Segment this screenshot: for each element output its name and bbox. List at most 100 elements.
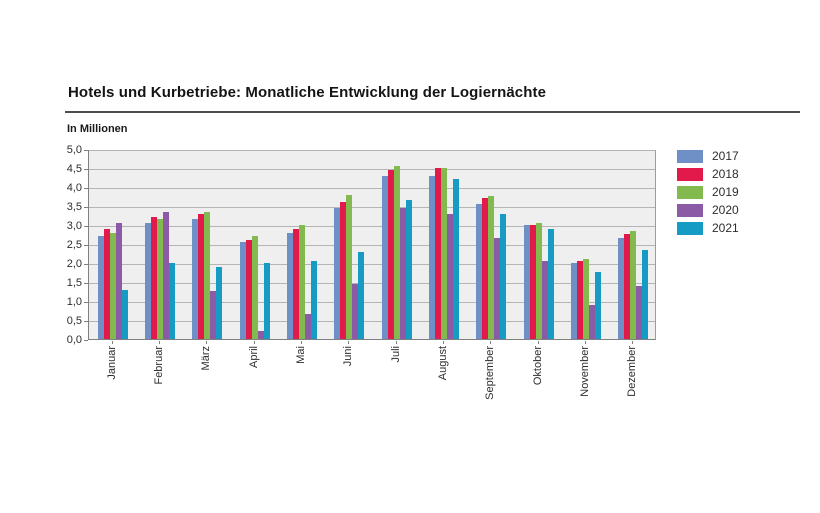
x-tick-mark — [395, 341, 397, 344]
bar-group-september — [468, 150, 515, 339]
bar — [582, 259, 589, 339]
x-axis-label-text: Februar — [152, 346, 165, 385]
bar — [245, 240, 252, 339]
bar — [494, 238, 501, 339]
title-rule — [65, 111, 800, 113]
gridline — [89, 188, 655, 189]
bar — [304, 314, 311, 339]
x-tick-mark — [206, 341, 208, 344]
y-tick-mark — [84, 245, 88, 246]
legend-swatch — [677, 221, 703, 235]
x-tick-mark — [348, 341, 350, 344]
x-axis-label-text: Juni — [342, 346, 355, 367]
x-axis-label-text: Dezember — [626, 346, 639, 397]
bar — [239, 242, 246, 339]
legend-item-2021: 2021 — [677, 219, 739, 237]
legend-item-2017: 2017 — [677, 147, 739, 165]
bar — [428, 176, 435, 339]
legend-label: 2017 — [712, 149, 739, 163]
y-axis-tick-label: 0,5 — [66, 315, 82, 327]
legend-item-2018: 2018 — [677, 165, 739, 183]
bar — [547, 229, 554, 339]
x-axis-label-text: August — [436, 346, 449, 381]
bar — [482, 198, 489, 339]
bar — [405, 200, 412, 339]
bar — [340, 202, 347, 339]
x-axis-label-text: März — [200, 346, 213, 371]
bar — [434, 168, 441, 339]
gridline — [89, 283, 655, 284]
bar — [381, 176, 388, 339]
bar — [103, 229, 110, 339]
gridline — [89, 264, 655, 265]
bar — [642, 250, 649, 339]
legend-label: 2021 — [712, 221, 739, 235]
x-axis-label-text: Mai — [294, 346, 307, 364]
legend-swatch — [677, 185, 703, 199]
y-tick-mark — [84, 321, 88, 322]
bar — [298, 225, 305, 339]
y-tick-mark — [84, 226, 88, 227]
bar — [162, 212, 169, 339]
y-tick-mark — [84, 207, 88, 208]
x-axis-label-text: Oktober — [531, 346, 544, 386]
bar-group-juni — [326, 150, 373, 339]
x-axis-label: April — [230, 346, 277, 431]
bar — [263, 263, 270, 339]
y-axis-tick-label: 1,5 — [66, 277, 82, 289]
bar — [334, 208, 341, 339]
bar — [588, 305, 595, 339]
legend-label: 2019 — [712, 185, 739, 199]
bar — [358, 252, 365, 339]
gridline — [89, 226, 655, 227]
y-axis-tick-label: 2,5 — [66, 239, 82, 251]
bar — [121, 290, 128, 339]
bar — [399, 208, 406, 339]
bar — [500, 214, 507, 339]
bar — [216, 267, 223, 339]
y-tick-mark — [84, 340, 88, 341]
x-tick-mark — [585, 341, 586, 344]
bar — [251, 236, 258, 339]
x-axis-label: September — [467, 346, 514, 431]
bar — [144, 223, 151, 339]
bar — [535, 223, 542, 339]
x-axis-label: Juni — [325, 346, 372, 431]
x-axis-label: Juli — [372, 346, 419, 431]
x-tick-mark — [537, 341, 539, 344]
plot-area — [88, 150, 656, 340]
y-axis-tick-label: 4,0 — [66, 182, 82, 194]
bar — [286, 233, 293, 339]
x-axis-label: Dezember — [609, 346, 656, 431]
x-axis-label: Oktober — [514, 346, 561, 431]
bar — [393, 166, 400, 339]
bar — [168, 263, 175, 339]
bar — [570, 263, 577, 339]
bar — [452, 179, 459, 339]
gridline — [89, 302, 655, 303]
bar-group-august — [420, 150, 467, 339]
x-axis-label-text: Juli — [389, 346, 402, 363]
bar — [115, 223, 122, 339]
gridline — [89, 321, 655, 322]
y-tick-mark — [84, 169, 88, 170]
bar — [310, 261, 317, 339]
x-tick-mark — [443, 341, 444, 344]
x-tick-mark — [111, 341, 113, 344]
bar — [198, 214, 205, 339]
y-tick-mark — [84, 264, 88, 265]
gridline — [89, 207, 655, 208]
bar-group-februar — [136, 150, 183, 339]
bar — [529, 225, 536, 339]
gridline — [89, 169, 655, 170]
bar — [594, 272, 601, 339]
x-axis-label-text: April — [247, 346, 260, 369]
chart-title: Hotels und Kurbetriebe: Monatliche Entwi… — [68, 84, 547, 101]
y-axis: 0,0 0,5 1,0 1,5 2,0 2,5 3,0 3,5 4,0 4,5 5,0 — [0, 144, 82, 346]
bar — [440, 168, 447, 339]
bar-group-dezember — [610, 150, 657, 339]
legend-swatch — [677, 203, 703, 217]
y-axis-tick-label: 5,0 — [66, 144, 82, 156]
y-axis-tick-label: 4,5 — [66, 163, 82, 175]
bar-group-märz — [184, 150, 231, 339]
